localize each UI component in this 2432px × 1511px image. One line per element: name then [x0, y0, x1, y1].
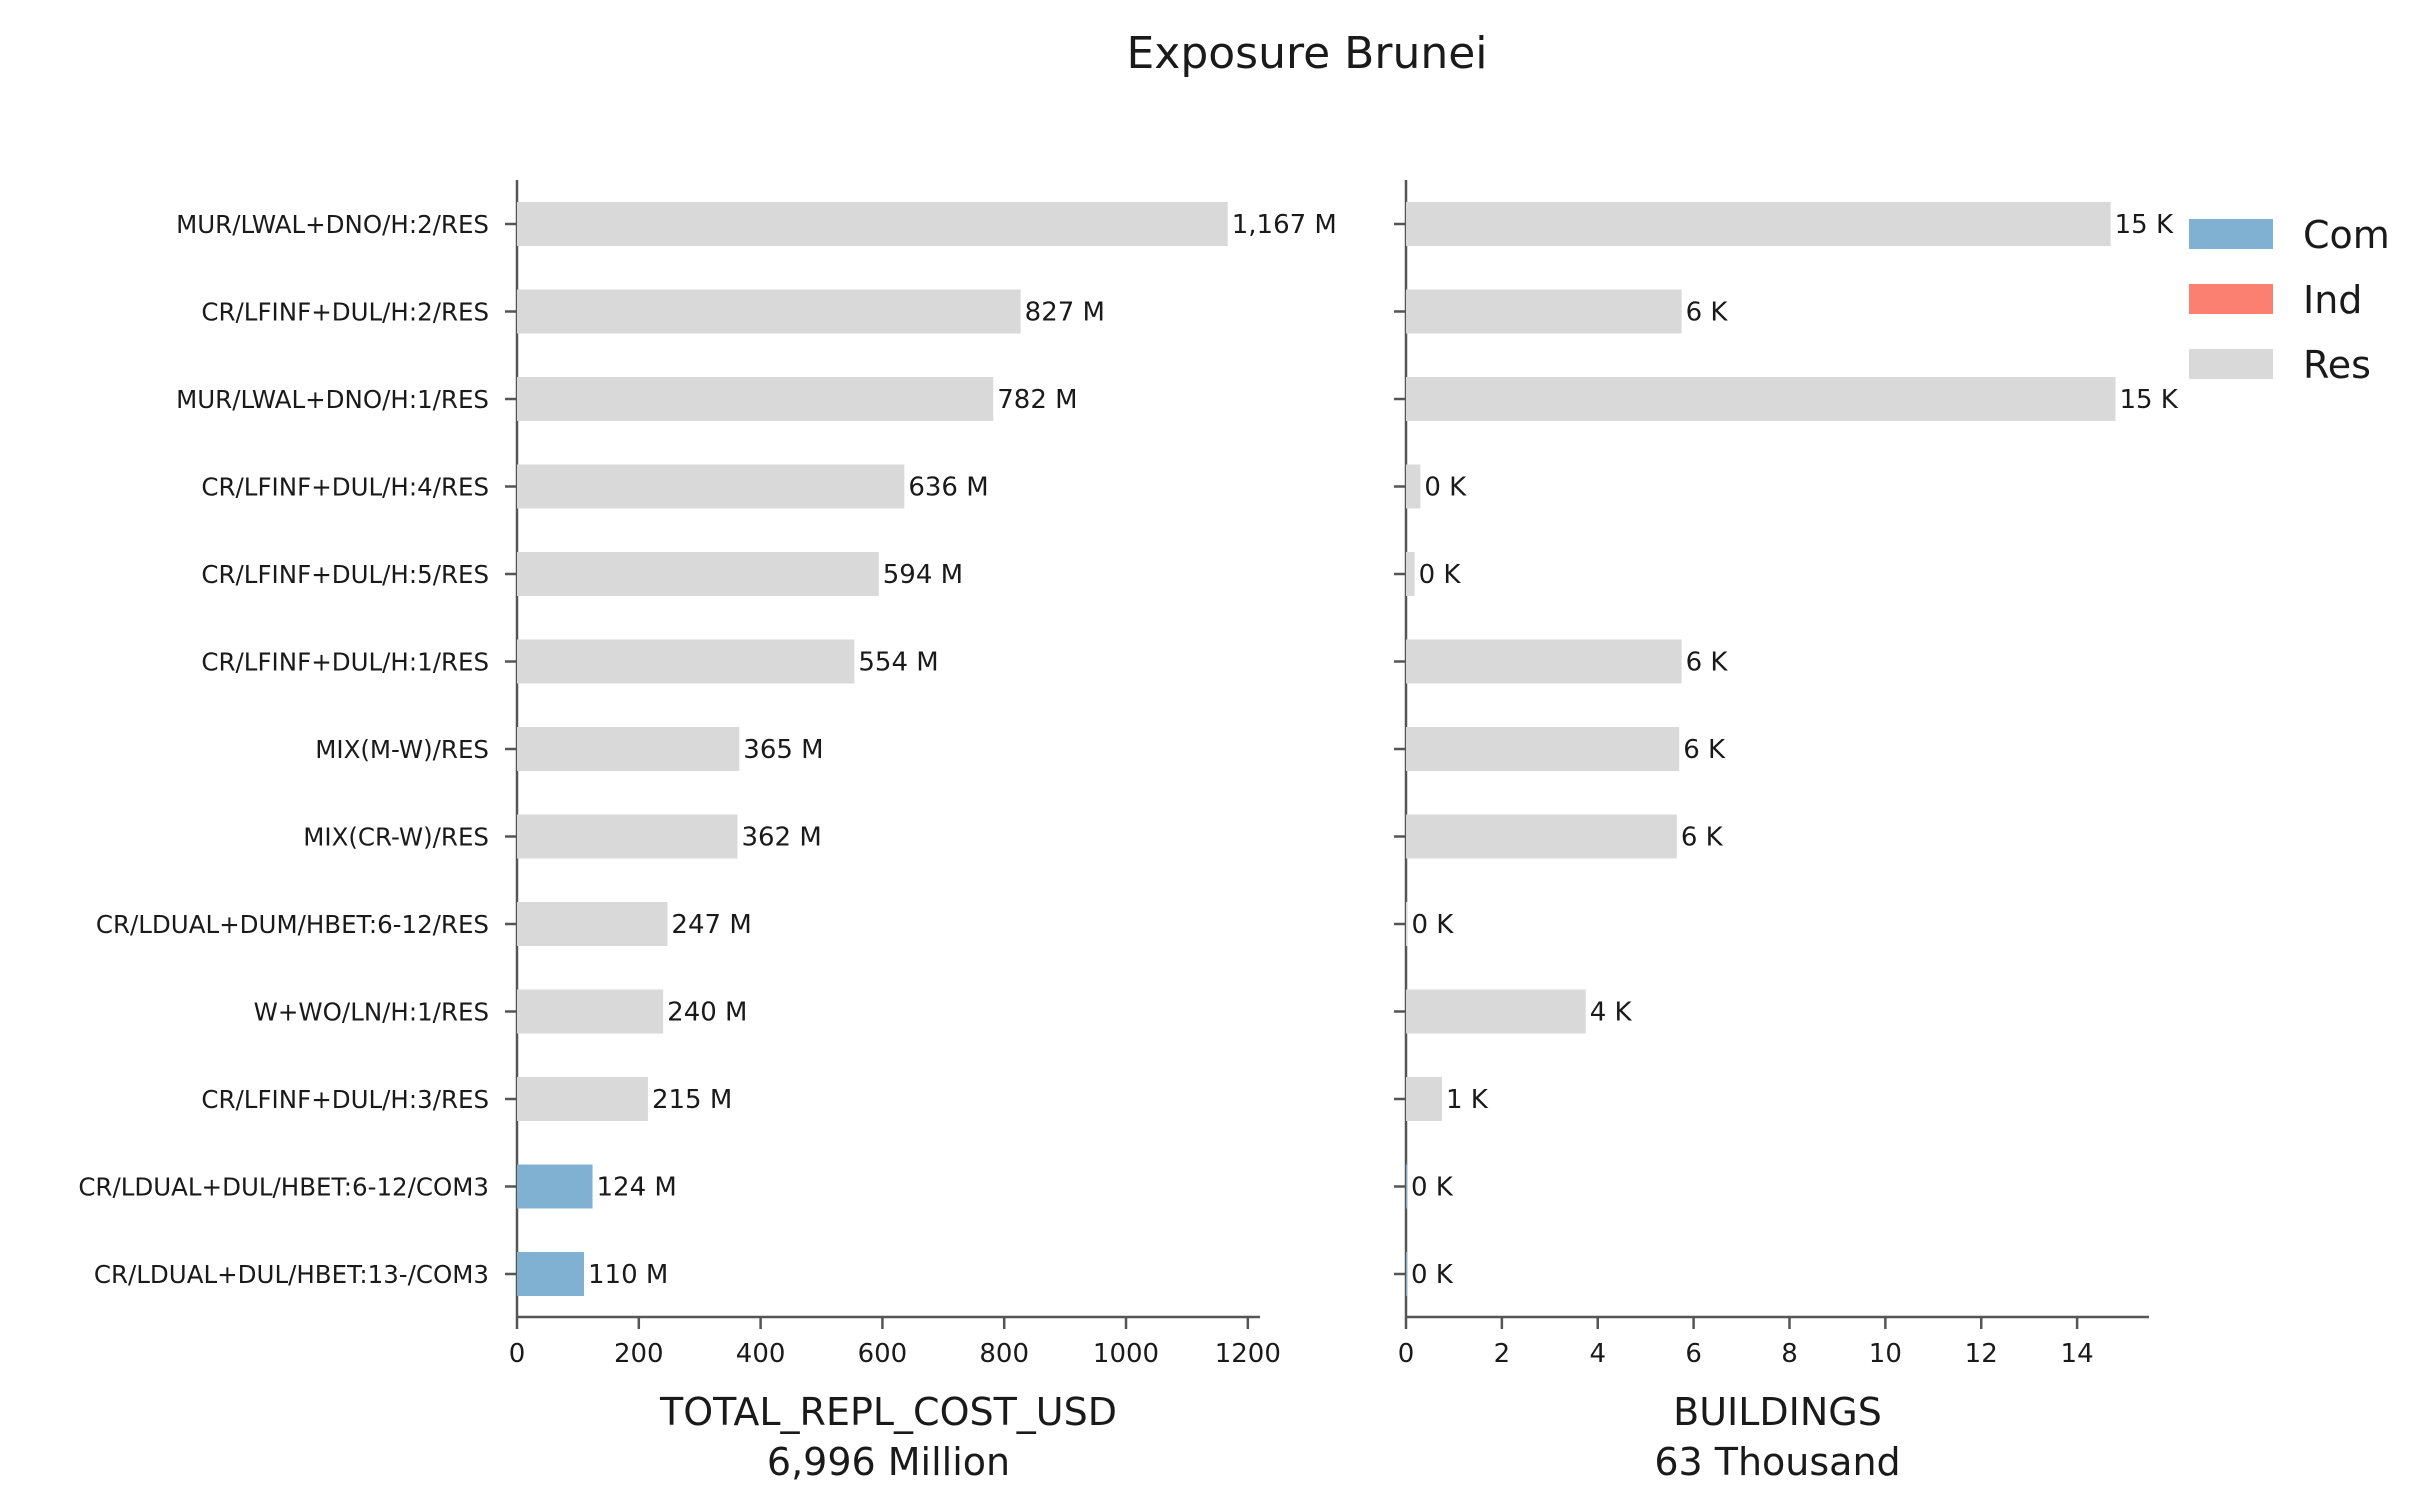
x-tick-label: 1200 — [1215, 1339, 1281, 1369]
panel-buildings: 15 K 6 K 15 K 0 K 0 K 6 K 6 K 6 K 0 K 4 K 1 K 0 K 0 … — [1394, 180, 2179, 1484]
bar-value-label: 215 M — [652, 1085, 732, 1115]
bar-res — [517, 902, 668, 946]
bar-res — [517, 552, 879, 596]
bar-res — [517, 989, 664, 1034]
x-tick-label: 14 — [2061, 1339, 2094, 1369]
bar-res — [1406, 727, 1680, 771]
panel-total-repl-cost: 1,167 M MUR/LWAL+DNO/H:2/RES 827 M CR/LFINF… — [78, 180, 1337, 1484]
bar-value-label: 594 M — [883, 560, 963, 590]
bar-value-label: 554 M — [858, 648, 938, 678]
category-label: MUR/LWAL+DNO/H:2/RES — [176, 210, 489, 239]
bar-value-label: 782 M — [997, 385, 1077, 415]
bar-value-label: 4 K — [1590, 998, 1633, 1028]
bar-value-label: 124 M — [597, 1173, 677, 1203]
bar-com — [1406, 1164, 1407, 1209]
bar-value-label: 0 K — [1411, 1173, 1454, 1203]
x-tick-label: 8 — [1781, 1339, 1798, 1369]
category-label: CR/LFINF+DUL/H:3/RES — [201, 1085, 489, 1114]
bar-res — [517, 1077, 648, 1121]
bar-value-label: 365 M — [743, 735, 823, 765]
bar-value-label: 247 M — [671, 910, 751, 940]
x-axis-title: BUILDINGS — [1673, 1390, 1882, 1434]
bar-value-label: 362 M — [741, 823, 821, 853]
bar-value-label: 636 M — [908, 473, 988, 503]
bar-res — [1406, 377, 2116, 421]
bar-res — [517, 202, 1228, 246]
bar-res — [1406, 464, 1421, 509]
x-axis-subtitle: 6,996 Million — [767, 1440, 1010, 1484]
bar-res — [1406, 639, 1682, 684]
category-label: CR/LFINF+DUL/H:1/RES — [201, 648, 489, 677]
x-tick-label: 600 — [858, 1339, 908, 1369]
bar-value-label: 0 K — [1411, 910, 1454, 940]
bar-res — [517, 639, 855, 684]
bar-res — [1406, 552, 1415, 596]
chart-title: Exposure Brunei — [1126, 28, 1487, 79]
bar-res — [517, 727, 740, 771]
legend-label-res: Res — [2303, 343, 2371, 387]
category-label: MUR/LWAL+DNO/H:1/RES — [176, 385, 489, 414]
bar-value-label: 1 K — [1446, 1085, 1489, 1115]
category-label: CR/LFINF+DUL/H:4/RES — [201, 473, 489, 502]
legend-label-com: Com — [2303, 213, 2390, 257]
bar-value-label: 0 K — [1411, 1260, 1454, 1290]
category-label: CR/LFINF+DUL/H:5/RES — [201, 560, 489, 589]
category-label: CR/LDUAL+DUL/HBET:13-/COM3 — [94, 1260, 489, 1289]
bar-res — [1406, 202, 2111, 246]
bar-value-label: 0 K — [1424, 473, 1467, 503]
category-label: W+WO/LN/H:1/RES — [254, 998, 489, 1027]
x-tick-label: 12 — [1965, 1339, 1998, 1369]
bar-res — [517, 377, 994, 421]
bar-value-label: 827 M — [1025, 298, 1105, 328]
bar-com — [1406, 1252, 1407, 1296]
bar-res — [1406, 1077, 1442, 1121]
x-tick-label: 1000 — [1093, 1339, 1159, 1369]
bar-com — [517, 1164, 593, 1209]
bar-res — [517, 464, 905, 509]
x-tick-label: 0 — [509, 1339, 526, 1369]
legend-swatch-com — [2189, 219, 2273, 249]
bar-value-label: 6 K — [1686, 298, 1729, 328]
x-axis-subtitle: 63 Thousand — [1654, 1440, 1900, 1484]
bar-res — [1406, 902, 1408, 946]
bar-value-label: 110 M — [588, 1260, 668, 1290]
category-label: MIX(CR-W)/RES — [303, 823, 489, 852]
x-tick-label: 6 — [1685, 1339, 1702, 1369]
bar-res — [517, 289, 1021, 334]
category-label: CR/LDUAL+DUL/HBET:6-12/COM3 — [78, 1173, 489, 1202]
bar-value-label: 6 K — [1683, 735, 1726, 765]
bar-com — [517, 1252, 584, 1296]
x-tick-label: 200 — [614, 1339, 664, 1369]
category-label: MIX(M-W)/RES — [315, 735, 489, 764]
bar-value-label: 6 K — [1686, 648, 1729, 678]
bar-value-label: 240 M — [667, 998, 747, 1028]
legend-swatch-ind — [2189, 284, 2273, 314]
bar-value-label: 15 K — [2115, 210, 2174, 240]
x-tick-label: 2 — [1494, 1339, 1511, 1369]
bar-res — [1406, 289, 1682, 334]
x-tick-label: 10 — [1869, 1339, 1902, 1369]
legend-label-ind: Ind — [2303, 278, 2362, 322]
legend: Com Ind Res — [2189, 213, 2390, 387]
x-tick-label: 800 — [979, 1339, 1029, 1369]
bar-value-label: 15 K — [2119, 385, 2178, 415]
bar-res — [1406, 989, 1586, 1034]
x-tick-label: 0 — [1398, 1339, 1415, 1369]
bar-value-label: 1,167 M — [1232, 210, 1337, 240]
bar-res — [517, 814, 738, 859]
category-label: CR/LDUAL+DUM/HBET:6-12/RES — [96, 910, 489, 939]
x-tick-label: 4 — [1589, 1339, 1606, 1369]
x-tick-label: 400 — [736, 1339, 786, 1369]
bar-res — [1406, 814, 1677, 859]
category-label: CR/LFINF+DUL/H:2/RES — [201, 298, 489, 327]
bar-value-label: 0 K — [1419, 560, 1462, 590]
x-axis-title: TOTAL_REPL_COST_USD — [659, 1390, 1117, 1434]
bar-value-label: 6 K — [1681, 823, 1724, 853]
legend-swatch-res — [2189, 349, 2273, 379]
